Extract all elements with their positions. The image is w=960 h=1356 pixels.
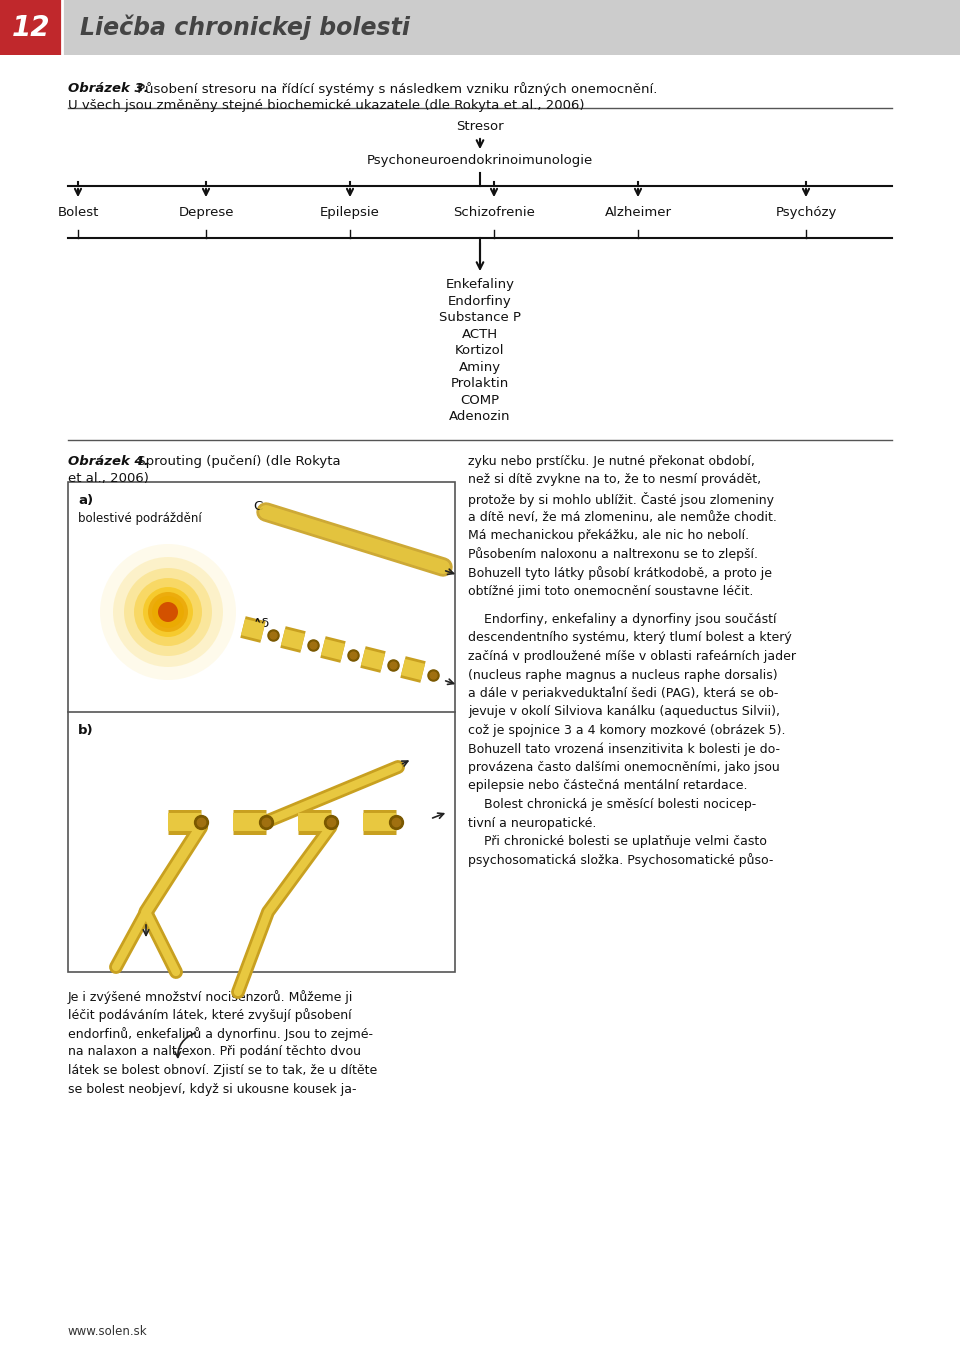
Text: Liečba chronickej bolesti: Liečba chronickej bolesti [80,15,410,41]
Circle shape [152,597,184,628]
Text: Působení stresoru na řídící systémy s následkem vzniku různých onemocnění.: Působení stresoru na řídící systémy s ná… [133,81,658,96]
Text: Bolest chronická je směsící bolesti nocicep-: Bolest chronická je směsící bolesti noci… [468,797,756,811]
Text: Aδ: Aδ [253,617,271,631]
Text: Sprouting (pučení) (dle Rokyta: Sprouting (pučení) (dle Rokyta [133,456,341,468]
Circle shape [143,587,193,637]
Text: Bohuzell tyto látky působí krátkodobě, a proto je: Bohuzell tyto látky působí krátkodobě, a… [468,565,772,580]
Text: C: C [253,500,262,513]
Text: (nucleus raphe magnus a nucleus raphe dorsalis): (nucleus raphe magnus a nucleus raphe do… [468,669,778,682]
Text: COMP: COMP [461,393,499,407]
Text: protože by si mohlo ublížit. Časté jsou zlomeniny: protože by si mohlo ublížit. Časté jsou … [468,492,774,507]
Text: než si dítě zvykne na to, že to nesmí provádět,: než si dítě zvykne na to, že to nesmí pr… [468,473,761,487]
Text: U všech jsou změněny stejné biochemické ukazatele (dle Rokyta et al., 2006): U všech jsou změněny stejné biochemické … [68,99,585,113]
Text: Kortizol: Kortizol [455,344,505,357]
Text: Schizofrenie: Schizofrenie [453,206,535,220]
Circle shape [113,557,223,667]
Text: Endorfiny, enkefaliny a dynorfiny jsou součástí: Endorfiny, enkefaliny a dynorfiny jsou s… [468,613,777,626]
Text: Bolest: Bolest [58,206,99,220]
Text: Stresor: Stresor [456,119,504,133]
Circle shape [124,568,212,656]
Text: se bolest neobjeví, když si ukousne kousek ja-: se bolest neobjeví, když si ukousne kous… [68,1082,356,1096]
Text: www.solen.sk: www.solen.sk [68,1325,148,1338]
Text: a): a) [78,494,93,507]
Text: na nalaxon a naltrexon. Při podání těchto dvou: na nalaxon a naltrexon. Při podání těcht… [68,1045,361,1059]
Text: b): b) [78,724,94,738]
Text: Aminy: Aminy [459,361,501,373]
Circle shape [134,578,202,645]
Text: Alzheimer: Alzheimer [605,206,671,220]
Text: začíná v prodloužené míše v oblasti rafeárních jader: začíná v prodloužené míše v oblasti rafe… [468,650,796,663]
Text: et al., 2006): et al., 2006) [68,472,149,485]
Text: Má mechanickou překážku, ale nic ho nebolí.: Má mechanickou překážku, ale nic ho nebo… [468,529,749,542]
Text: Je i zvýšené množství nocisenzorů. Můžeme ji: Je i zvýšené množství nocisenzorů. Můžem… [68,990,353,1003]
Text: provázena často dalšími onemocněními, jako jsou: provázena často dalšími onemocněními, ja… [468,761,780,774]
Text: Obrázek 3.: Obrázek 3. [68,81,149,95]
Text: Bohuzell tato vrozená insenzitivita k bolesti je do-: Bohuzell tato vrozená insenzitivita k b… [468,743,780,757]
Text: Epilepsie: Epilepsie [320,206,380,220]
Text: psychosomatická složka. Psychosomatické půso-: psychosomatická složka. Psychosomatické … [468,853,774,868]
Text: léčit podáváním látek, které zvyšují působení: léčit podáváním látek, které zvyšují půs… [68,1009,351,1022]
Text: látek se bolest obnoví. Zjistí se to tak, že u dítěte: látek se bolest obnoví. Zjistí se to tak… [68,1064,377,1077]
Text: Endorfiny: Endorfiny [448,294,512,308]
Text: Při chronické bolesti se uplatňuje velmi často: Při chronické bolesti se uplatňuje velmi… [468,835,767,848]
Text: Adenozin: Adenozin [449,410,511,423]
Text: což je spojnice 3 a 4 komory mozkové (obrázek 5).: což je spojnice 3 a 4 komory mozkové (ob… [468,724,785,738]
Text: Působením naloxonu a naltrexonu se to zlepší.: Působením naloxonu a naltrexonu se to zl… [468,548,758,561]
Text: a dále v periakveduktaĺní šedi (PAG), která se ob-: a dále v periakveduktaĺní šedi (PAG), k… [468,687,779,701]
Text: ACTH: ACTH [462,328,498,340]
Text: tivní a neuropatické.: tivní a neuropatické. [468,816,596,830]
Text: descendentního systému, který tlumí bolest a který: descendentního systému, který tlumí bole… [468,632,792,644]
Text: Psychoneuroendokrinoimunologie: Psychoneuroendokrinoimunologie [367,155,593,167]
Circle shape [100,544,236,679]
Text: Enkefaliny: Enkefaliny [445,278,515,292]
Text: epilepsie nebo částečná mentální retardace.: epilepsie nebo částečná mentální retarda… [468,780,748,792]
Text: zyku nebo prstíčku. Je nutné překonat období,: zyku nebo prstíčku. Je nutné překonat ob… [468,456,755,468]
Bar [0,0,62,56]
Text: Psychózy: Psychózy [776,206,837,220]
Text: endorfinů, enkefalinů a dynorfinu. Jsou to zejmé-: endorfinů, enkefalinů a dynorfinu. Jsou … [68,1026,373,1041]
Text: Obrázek 4.: Obrázek 4. [68,456,149,468]
Text: a dítě neví, že má zlomeninu, ale nemůže chodit.: a dítě neví, že má zlomeninu, ale nemůže… [468,510,777,523]
Circle shape [148,593,188,632]
Text: Substance P: Substance P [439,311,521,324]
Bar [0,0,960,56]
Bar [68,481,455,972]
Text: Deprese: Deprese [179,206,233,220]
Text: 12: 12 [12,14,50,42]
Text: Prolaktin: Prolaktin [451,377,509,391]
Circle shape [158,602,178,622]
Text: jevuje v okolí Silviova kanálku (aqueductus Silvii),: jevuje v okolí Silviova kanálku (aqueduc… [468,705,780,719]
Text: bolestivé podráždění: bolestivé podráždění [78,513,202,525]
Text: obtížné jimi toto onemocnění soustavne léčit.: obtížné jimi toto onemocnění soustavne l… [468,584,754,598]
